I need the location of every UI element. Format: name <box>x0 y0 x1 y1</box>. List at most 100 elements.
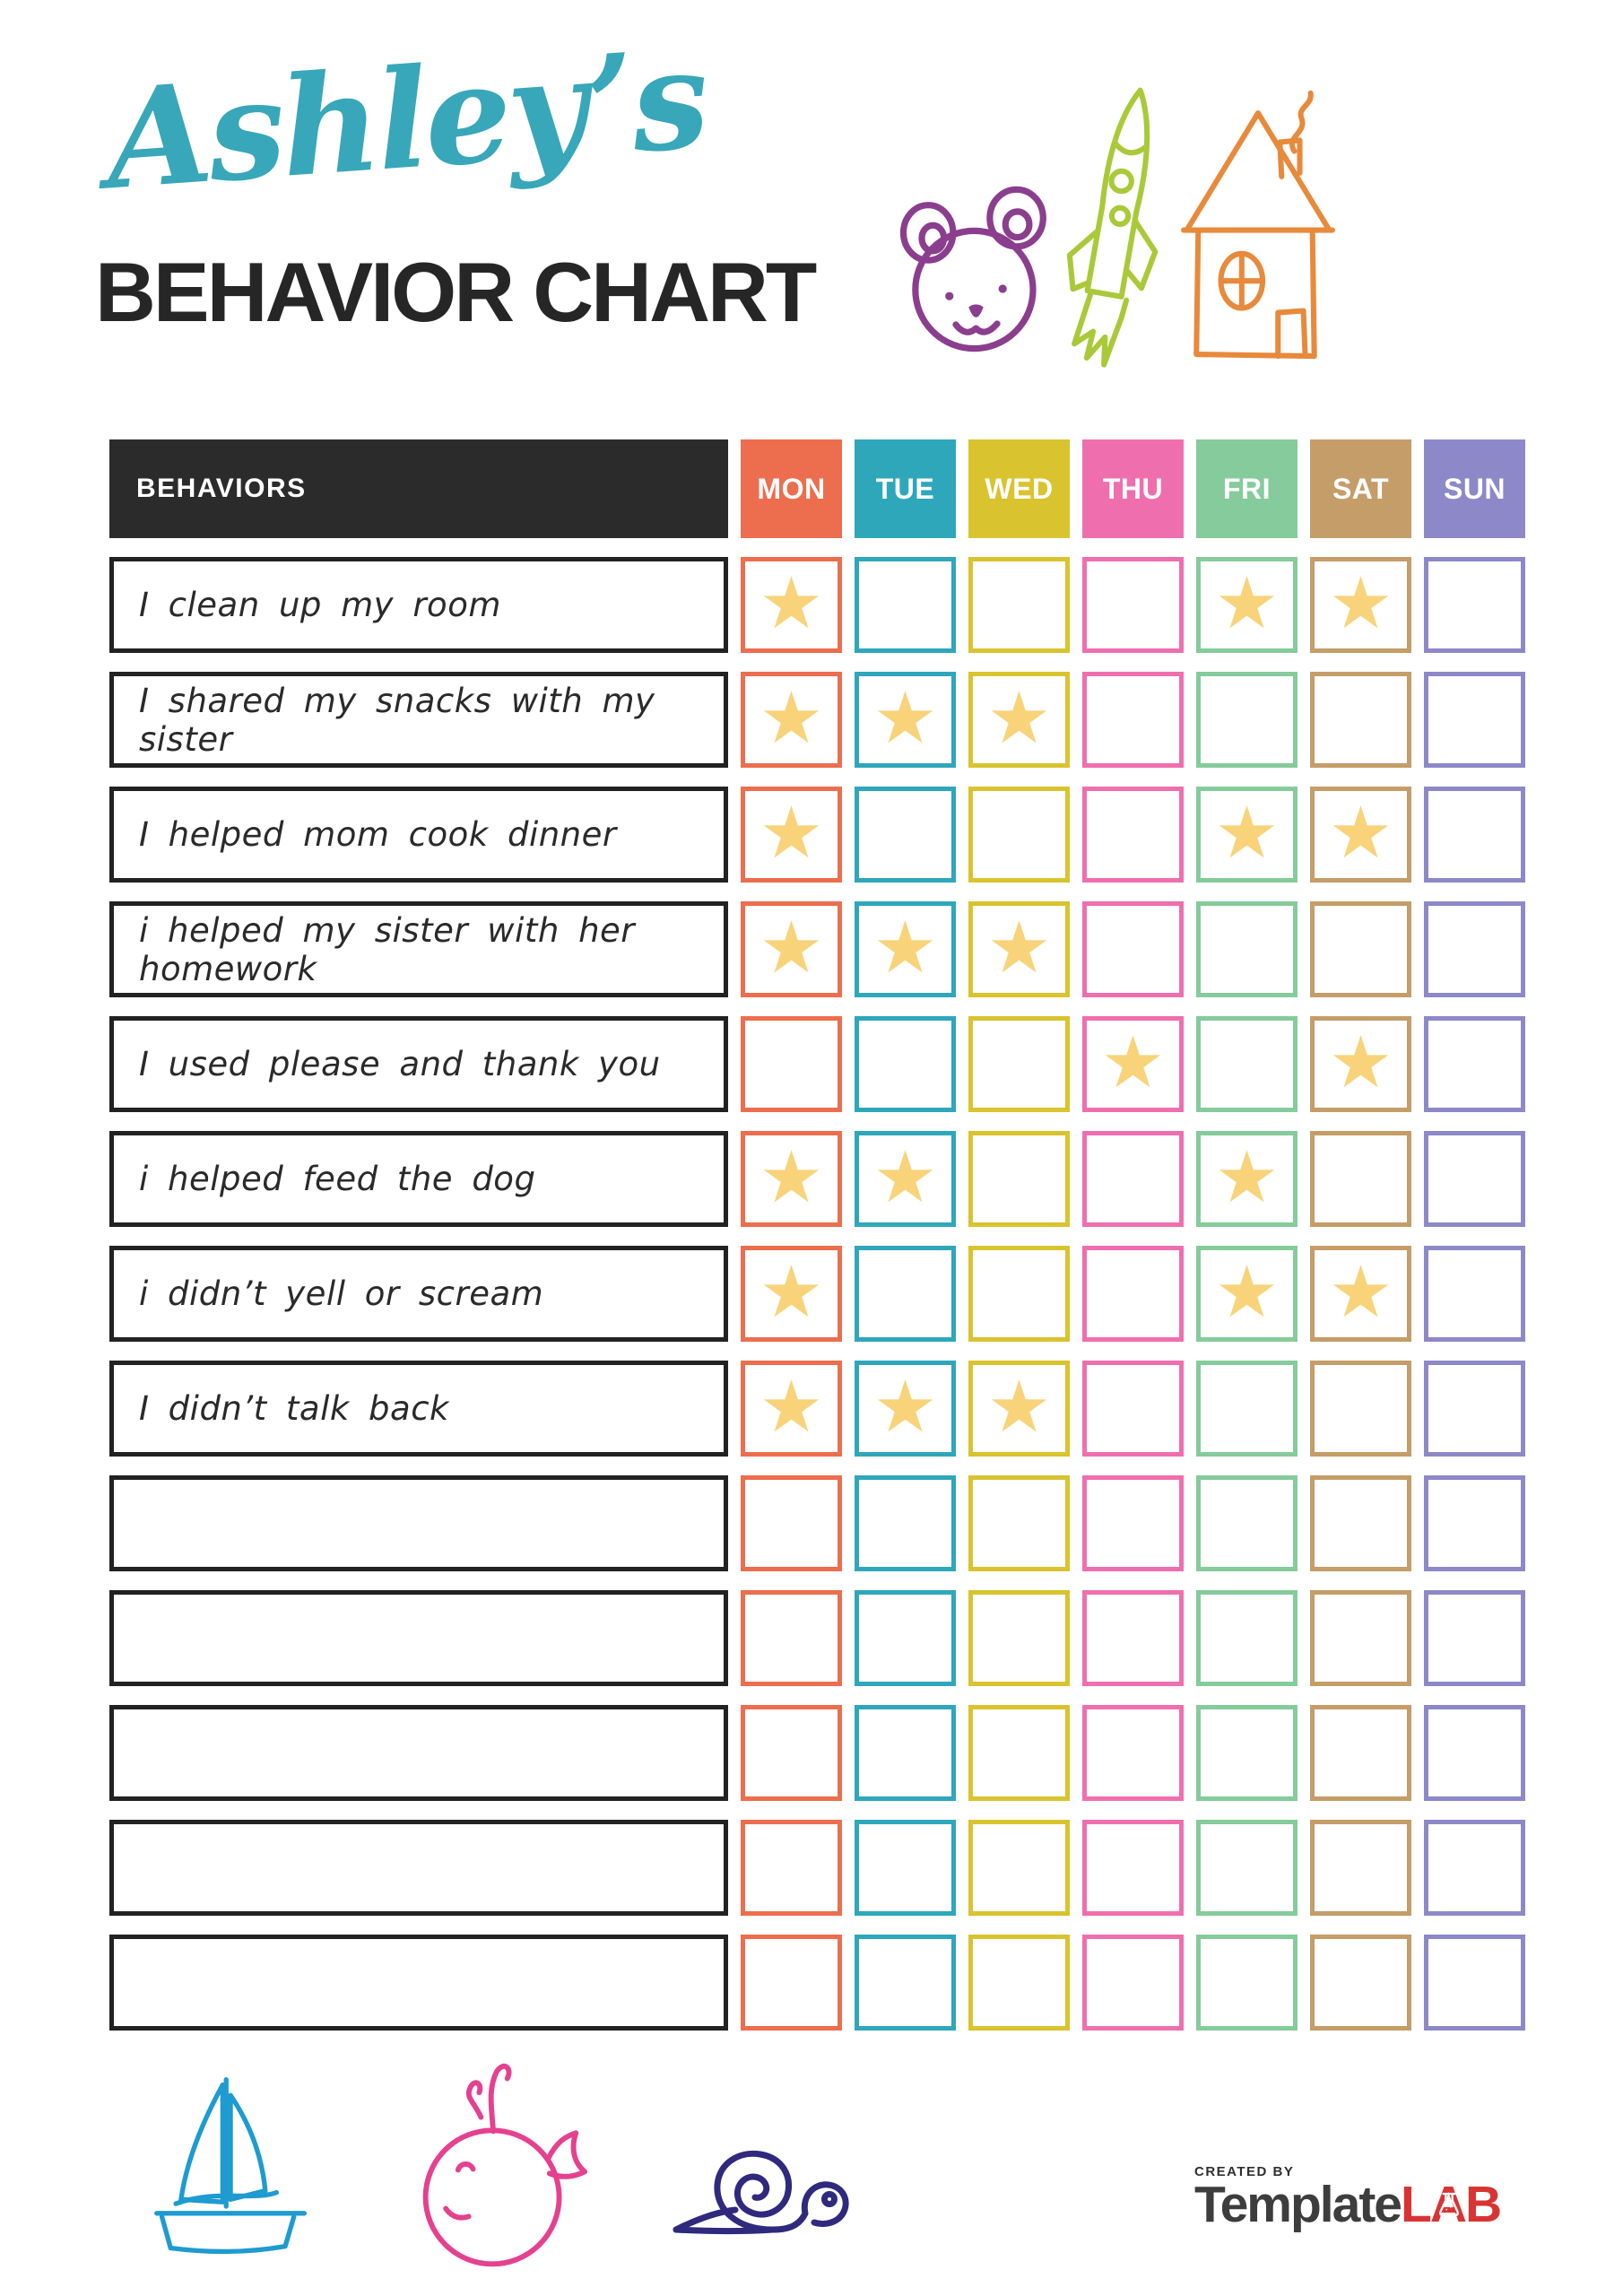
day-cell-mon <box>741 1590 842 1686</box>
star-icon: ★ <box>759 1249 824 1334</box>
day-cell-thu <box>1082 1361 1184 1457</box>
day-cell-wed <box>968 1705 1070 1801</box>
day-cell-thu <box>1082 557 1184 653</box>
day-cell-sat <box>1310 672 1411 768</box>
day-cell-thu <box>1082 1820 1184 1916</box>
brand-name: TemplateLA B <box>1194 2179 1535 2231</box>
day-cell-fri: ★ <box>1196 1246 1298 1342</box>
day-cell-sat <box>1310 1131 1411 1227</box>
star-icon: ★ <box>759 1135 824 1219</box>
behavior-cell <box>109 1475 728 1571</box>
day-cell-mon: ★ <box>741 1246 842 1342</box>
star-icon: ★ <box>986 905 1052 989</box>
day-column-header-sun: SUN <box>1424 439 1525 538</box>
day-cell-wed <box>968 1590 1070 1686</box>
behavior-cell: I shared my snacks with my sister <box>109 672 728 768</box>
day-column-header-sat: SAT <box>1310 439 1411 538</box>
day-cell-tue <box>855 1705 956 1801</box>
star-icon: ★ <box>759 905 824 989</box>
behavior-cell <box>109 1590 728 1686</box>
star-icon: ★ <box>1214 1249 1280 1334</box>
day-cell-sun <box>1424 1705 1525 1801</box>
star-icon: ★ <box>872 1135 938 1219</box>
day-cell-tue <box>855 1016 956 1112</box>
brand-lab-text: LA B <box>1401 2176 1502 2233</box>
day-column-header-thu: THU <box>1082 439 1184 538</box>
sailboat-icon <box>124 2067 341 2266</box>
day-column-header-fri: FRI <box>1196 439 1298 538</box>
day-cell-sat <box>1310 1935 1411 2031</box>
day-cell-sat <box>1310 901 1411 997</box>
star-icon: ★ <box>872 1364 938 1448</box>
day-cell-wed: ★ <box>968 901 1070 997</box>
day-cell-thu <box>1082 1705 1184 1801</box>
star-icon: ★ <box>1214 790 1280 874</box>
day-cell-sat <box>1310 1361 1411 1457</box>
created-by-label: CREATED BY <box>1194 2164 1295 2179</box>
day-cell-mon <box>741 1016 842 1112</box>
day-cell-wed <box>968 1016 1070 1112</box>
day-cell-thu <box>1082 1246 1184 1342</box>
day-cell-sun <box>1424 787 1525 883</box>
day-cell-mon: ★ <box>741 1361 842 1457</box>
star-icon: ★ <box>759 561 824 645</box>
day-cell-sun <box>1424 1935 1525 2031</box>
day-cell-tue <box>855 1246 956 1342</box>
day-cell-tue: ★ <box>855 1361 956 1457</box>
star-icon: ★ <box>759 675 824 760</box>
day-cell-sun <box>1424 557 1525 653</box>
day-cell-wed <box>968 787 1070 883</box>
day-cell-fri: ★ <box>1196 787 1298 883</box>
day-cell-sat <box>1310 1820 1411 1916</box>
templatelab-logo: CREATED BY TemplateLA B <box>1194 2164 1535 2231</box>
behavior-chart-table: BEHAVIORS MON TUE WED THU FRI SAT SUN I clean up… <box>109 439 1525 2031</box>
day-cell-sun <box>1424 1590 1525 1686</box>
day-cell-sun <box>1424 672 1525 768</box>
page-title: BEHAVIOR CHART <box>95 245 817 339</box>
day-cell-sun <box>1424 1131 1525 1227</box>
day-cell-sat <box>1310 1590 1411 1686</box>
day-cell-mon <box>741 1935 842 2031</box>
day-cell-fri <box>1196 1935 1298 2031</box>
day-cell-sat: ★ <box>1310 787 1411 883</box>
star-icon: ★ <box>1328 1249 1393 1334</box>
day-cell-thu: ★ <box>1082 1016 1184 1112</box>
day-cell-mon: ★ <box>741 787 842 883</box>
star-icon: ★ <box>1328 790 1393 874</box>
day-cell-mon: ★ <box>741 557 842 653</box>
day-cell-fri <box>1196 1820 1298 1916</box>
house-icon <box>1176 85 1340 368</box>
day-cell-tue <box>855 787 956 883</box>
day-cell-tue: ★ <box>855 901 956 997</box>
behavior-cell <box>109 1820 728 1916</box>
behavior-cell <box>109 1935 728 2031</box>
day-cell-sun <box>1424 1246 1525 1342</box>
day-cell-sun <box>1424 901 1525 997</box>
day-cell-wed: ★ <box>968 672 1070 768</box>
star-icon: ★ <box>1214 1135 1280 1219</box>
day-cell-mon <box>741 1820 842 1916</box>
child-name-title: Ashley’s <box>100 18 711 221</box>
day-cell-sun <box>1424 1361 1525 1457</box>
star-icon: ★ <box>1214 561 1280 645</box>
day-cell-thu <box>1082 1590 1184 1686</box>
day-cell-tue: ★ <box>855 1131 956 1227</box>
bear-icon <box>898 179 1055 363</box>
behavior-cell: I didn’t talk back <box>109 1361 728 1457</box>
behavior-cell: I clean up my room <box>109 557 728 653</box>
day-cell-fri <box>1196 1705 1298 1801</box>
day-cell-fri: ★ <box>1196 557 1298 653</box>
day-cell-thu <box>1082 672 1184 768</box>
day-cell-fri <box>1196 672 1298 768</box>
behavior-cell: i didn’t yell or scream <box>109 1246 728 1342</box>
day-cell-mon <box>741 1705 842 1801</box>
day-cell-wed <box>968 1935 1070 2031</box>
day-cell-wed: ★ <box>968 1361 1070 1457</box>
day-cell-sat <box>1310 1705 1411 1801</box>
day-cell-wed <box>968 1820 1070 1916</box>
day-cell-mon: ★ <box>741 672 842 768</box>
day-cell-sun <box>1424 1820 1525 1916</box>
day-cell-sat: ★ <box>1310 1246 1411 1342</box>
brand-template-text: Template <box>1194 2176 1402 2233</box>
